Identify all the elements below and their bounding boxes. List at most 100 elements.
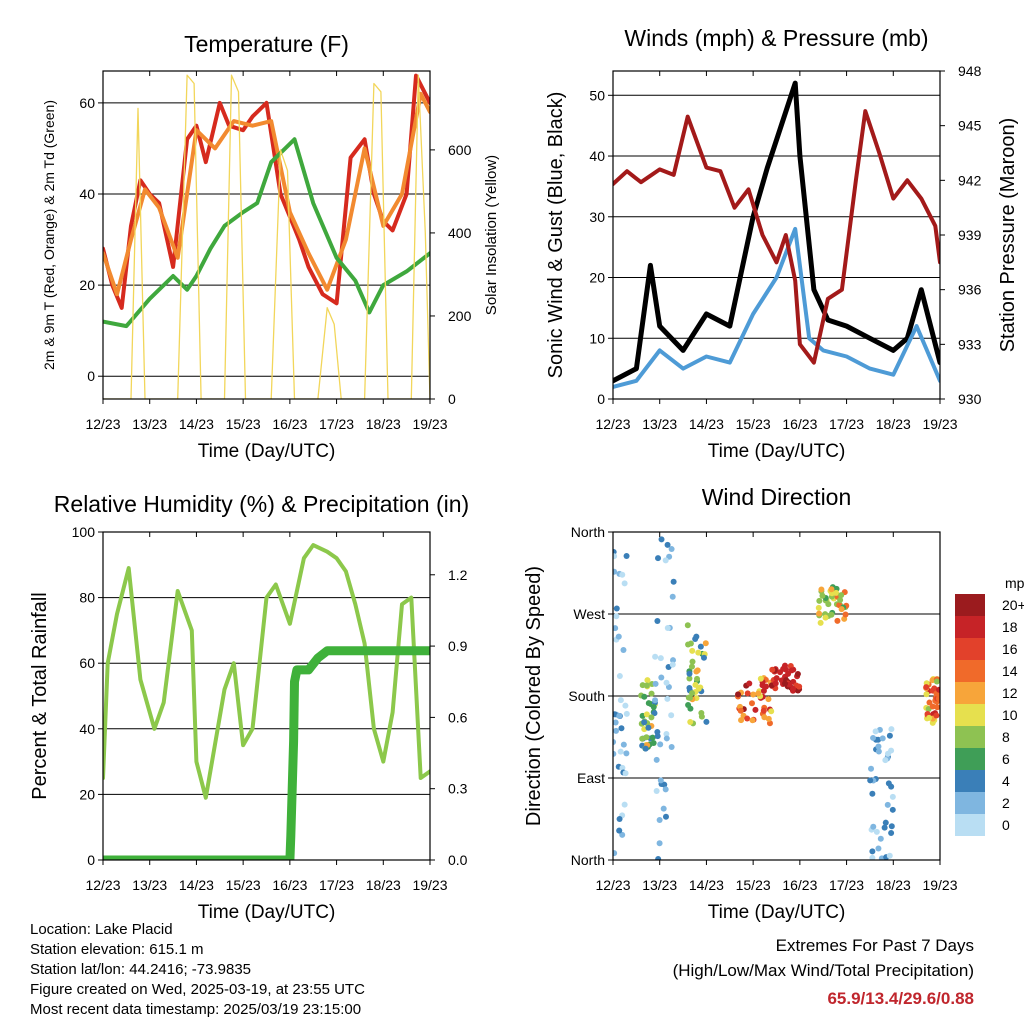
wind-point	[744, 690, 751, 697]
x-tick-label: 12/23	[85, 416, 120, 432]
wind-point	[622, 770, 629, 777]
wind-point	[752, 706, 759, 713]
wind-point	[695, 649, 702, 656]
chart-title: Winds (mph) & Pressure (mb)	[624, 25, 928, 51]
y2-tick-label: 0.9	[448, 638, 468, 654]
colorbar-swatch	[955, 682, 985, 704]
x-tick-label: 16/23	[782, 877, 817, 893]
wind-point	[663, 730, 670, 737]
wind-point	[664, 625, 671, 632]
wind-point	[619, 571, 626, 578]
wind-point	[655, 555, 662, 562]
wind-point	[757, 675, 764, 682]
wind-point	[694, 675, 701, 682]
wind-point	[613, 719, 619, 726]
station-info: Location: Lake Placid Station elevation:…	[30, 920, 365, 1020]
y2-tick-label: 0	[448, 391, 456, 407]
wind-point	[886, 852, 893, 859]
x-tick-label: 19/23	[922, 877, 957, 893]
wind-point	[686, 670, 693, 677]
y-axis-label: Direction (Colored By Speed)	[523, 566, 545, 826]
wind-point	[687, 640, 694, 647]
wind-point	[842, 611, 849, 618]
colorbar-label: 12	[1002, 685, 1018, 701]
wind-point	[818, 586, 825, 593]
wind-point	[825, 601, 832, 608]
colorbar-swatch	[955, 704, 985, 726]
y-tick-label: North	[571, 524, 605, 540]
x-tick-label: 12/23	[595, 416, 630, 432]
wind-point	[888, 726, 895, 733]
y2-tick-label: 1.2	[448, 567, 468, 583]
wind-point	[663, 735, 670, 742]
y2-tick-label: 600	[448, 142, 472, 158]
y2-tick-label: 933	[958, 336, 982, 352]
wind-point	[616, 673, 623, 680]
series-line-1	[103, 91, 430, 297]
colorbar-swatch	[955, 726, 985, 748]
latlon-text: Station lat/lon: 44.2416; -73.9835	[30, 961, 252, 978]
wind-point	[828, 586, 835, 593]
wind-point	[643, 711, 650, 718]
y-tick-label: 40	[79, 186, 95, 202]
series-line-0	[103, 543, 430, 800]
wind-point	[744, 715, 751, 722]
wind-point	[695, 685, 702, 692]
wind-point	[613, 605, 620, 612]
wind-point	[884, 801, 891, 808]
series-line-0	[613, 80, 940, 384]
colorbar-label: 10	[1002, 707, 1018, 723]
chart-title: Relative Humidity (%) & Precipitation (i…	[54, 491, 469, 517]
plot-frame	[102, 70, 431, 400]
y2-tick-label: 939	[958, 227, 982, 243]
wind-point	[929, 703, 936, 710]
wind-point	[639, 735, 646, 742]
wind-point	[869, 790, 876, 797]
wind-point	[684, 622, 691, 629]
wind-point	[654, 733, 661, 740]
wind-point	[669, 593, 676, 600]
wind-point	[619, 764, 626, 771]
wind-point	[670, 578, 677, 585]
wind-point	[923, 691, 930, 698]
x-tick-label: 12/23	[85, 877, 120, 893]
wind-point	[815, 604, 822, 611]
colorbar-label: 0	[1002, 817, 1010, 833]
wind-point	[658, 674, 665, 681]
wind-point	[621, 580, 628, 587]
y-tick-label: 50	[589, 87, 605, 103]
series-line-1	[103, 646, 430, 860]
chart-panel-1: Winds (mph) & Pressure (mb) 0 10 20 30 40 50 93…	[545, 25, 1019, 462]
wind-point	[652, 653, 659, 660]
y2-tick-label: 945	[958, 118, 982, 134]
wind-point	[755, 690, 762, 697]
wind-point	[879, 735, 886, 742]
wind-point	[790, 685, 797, 692]
wind-point	[768, 708, 775, 715]
wind-point	[693, 668, 700, 675]
y2-tick-label: 936	[958, 282, 982, 298]
wind-point	[642, 745, 649, 752]
wind-point	[936, 686, 940, 693]
colorbar-swatch	[955, 594, 985, 616]
wind-point	[648, 714, 655, 721]
chart-title: Wind Direction	[702, 484, 852, 510]
wind-point	[819, 592, 826, 599]
wind-point	[881, 824, 888, 831]
wind-point	[868, 765, 875, 772]
wind-point	[873, 828, 880, 835]
wind-point	[653, 787, 660, 794]
wind-point	[882, 757, 889, 764]
wind-point	[654, 618, 661, 625]
wind-point	[613, 568, 618, 575]
wind-point	[746, 680, 753, 687]
colorbar-swatch	[955, 792, 985, 814]
wind-point	[616, 815, 623, 822]
x-tick-label: 19/23	[412, 416, 447, 432]
wind-point	[613, 613, 620, 620]
x-tick-label: 18/23	[876, 877, 911, 893]
wind-point	[668, 546, 675, 553]
y2-tick-label: 0.3	[448, 781, 468, 797]
wind-point	[888, 823, 895, 830]
wind-point	[623, 710, 630, 717]
